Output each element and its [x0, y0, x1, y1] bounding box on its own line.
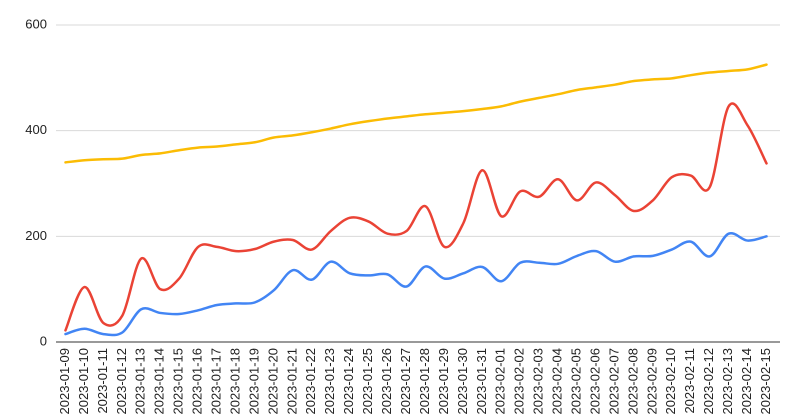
y-tick-label: 600	[25, 16, 47, 31]
x-tick-label: 2023-01-13	[133, 348, 148, 415]
x-tick-label: 2023-02-13	[720, 348, 735, 415]
x-tick-label: 2023-01-30	[455, 348, 470, 415]
x-tick-label: 2023-02-03	[531, 348, 546, 415]
x-tick-label: 2023-01-25	[360, 348, 375, 415]
series-line	[64, 63, 768, 164]
x-tick-label: 2023-01-26	[379, 348, 394, 415]
x-tick-label: 2023-01-20	[265, 348, 280, 415]
x-tick-label: 2023-02-02	[512, 348, 527, 415]
x-tick-label: 2023-02-01	[493, 348, 508, 415]
x-tick-label: 2023-01-23	[322, 348, 337, 415]
x-tick-label: 2023-01-19	[246, 348, 261, 415]
x-tick-label: 2023-01-21	[284, 348, 299, 415]
y-tick-label: 400	[25, 122, 47, 137]
x-tick-label: 2023-01-17	[208, 348, 223, 415]
x-tick-label: 2023-01-15	[171, 348, 186, 415]
x-tick-label: 2023-01-16	[190, 348, 205, 415]
x-tick-label: 2023-01-27	[398, 348, 413, 415]
x-tick-label: 2023-01-24	[341, 348, 356, 415]
x-tick-label: 2023-02-04	[550, 348, 565, 415]
x-tick-label: 2023-02-12	[701, 348, 716, 415]
x-tick-label: 2023-01-29	[436, 348, 451, 415]
series-line	[64, 231, 768, 337]
x-tick-label: 2023-02-11	[682, 348, 697, 414]
x-tick-label: 2023-01-31	[474, 348, 489, 415]
x-tick-label: 2023-01-14	[152, 348, 167, 415]
x-tick-label: 2023-01-11	[95, 348, 110, 414]
x-tick-label: 2023-02-14	[739, 348, 754, 415]
y-tick-label: 200	[25, 228, 47, 243]
x-tick-label: 2023-02-15	[758, 348, 773, 415]
x-tick-label: 2023-01-28	[417, 348, 432, 415]
x-tick-label: 2023-01-12	[114, 348, 129, 415]
x-tick-label: 2023-01-18	[227, 348, 242, 415]
x-tick-label: 2023-02-05	[568, 348, 583, 415]
x-tick-label: 2023-02-08	[625, 348, 640, 415]
x-tick-label: 2023-01-10	[76, 348, 91, 415]
y-tick-label: 0	[40, 333, 47, 348]
x-tick-label: 2023-01-22	[303, 348, 318, 415]
x-tick-label: 2023-02-06	[587, 348, 602, 415]
x-tick-label: 2023-02-09	[644, 348, 659, 415]
x-tick-label: 2023-02-07	[606, 348, 621, 415]
x-tick-label: 2023-02-10	[663, 348, 678, 415]
x-tick-label: 2023-01-09	[57, 348, 72, 415]
series-line	[64, 102, 768, 332]
